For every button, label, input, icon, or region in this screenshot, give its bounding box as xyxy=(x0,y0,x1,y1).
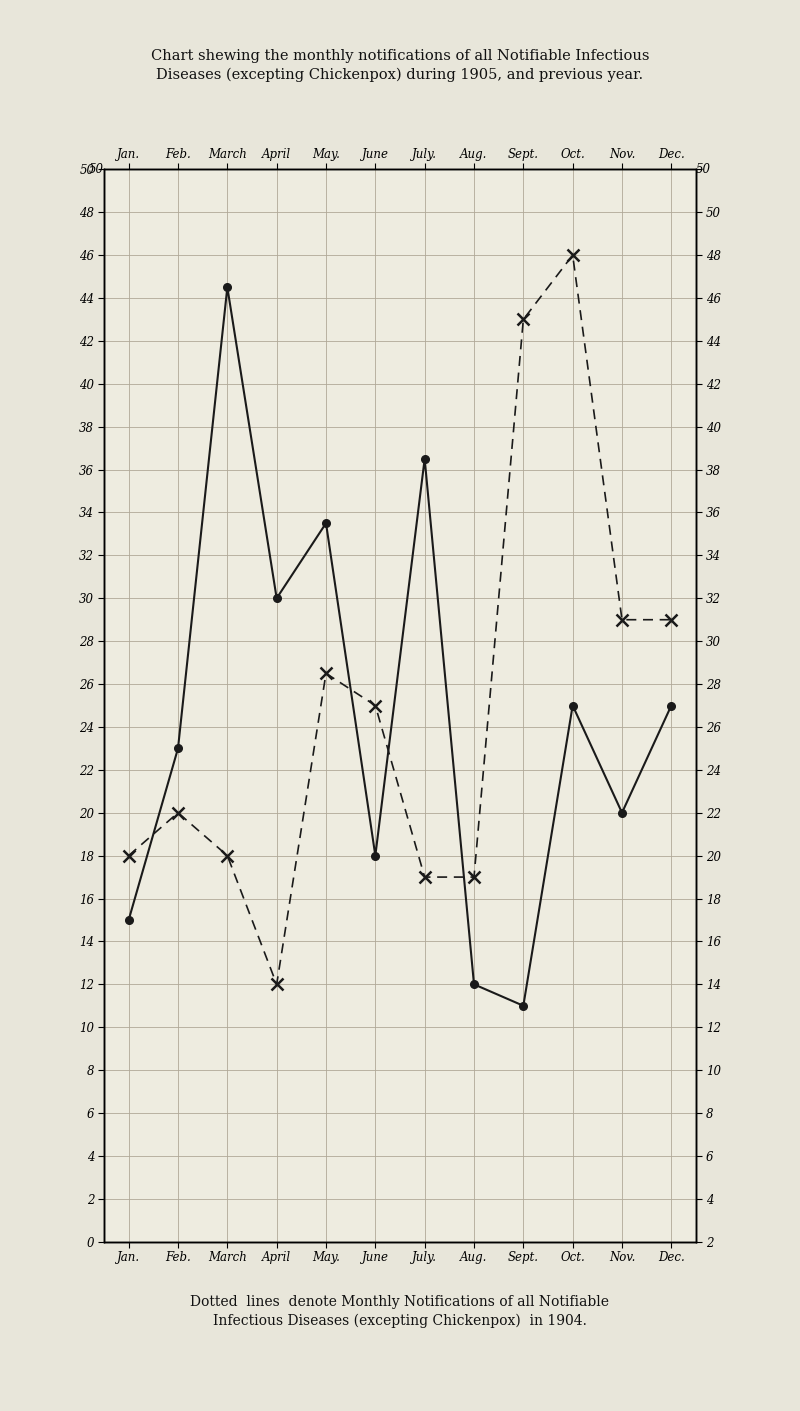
Text: Infectious Diseases (excepting Chickenpox)  in 1904.: Infectious Diseases (excepting Chickenpo… xyxy=(213,1314,587,1328)
Text: 50: 50 xyxy=(696,162,711,176)
Text: Chart shewing the monthly notifications of all Notifiable Infectious: Chart shewing the monthly notifications … xyxy=(150,49,650,63)
Text: Diseases (excepting Chickenpox) during 1905, and previous year.: Diseases (excepting Chickenpox) during 1… xyxy=(157,68,643,82)
Text: Dotted  lines  denote Monthly Notifications of all Notifiable: Dotted lines denote Monthly Notification… xyxy=(190,1295,610,1309)
Text: 50: 50 xyxy=(89,162,104,176)
